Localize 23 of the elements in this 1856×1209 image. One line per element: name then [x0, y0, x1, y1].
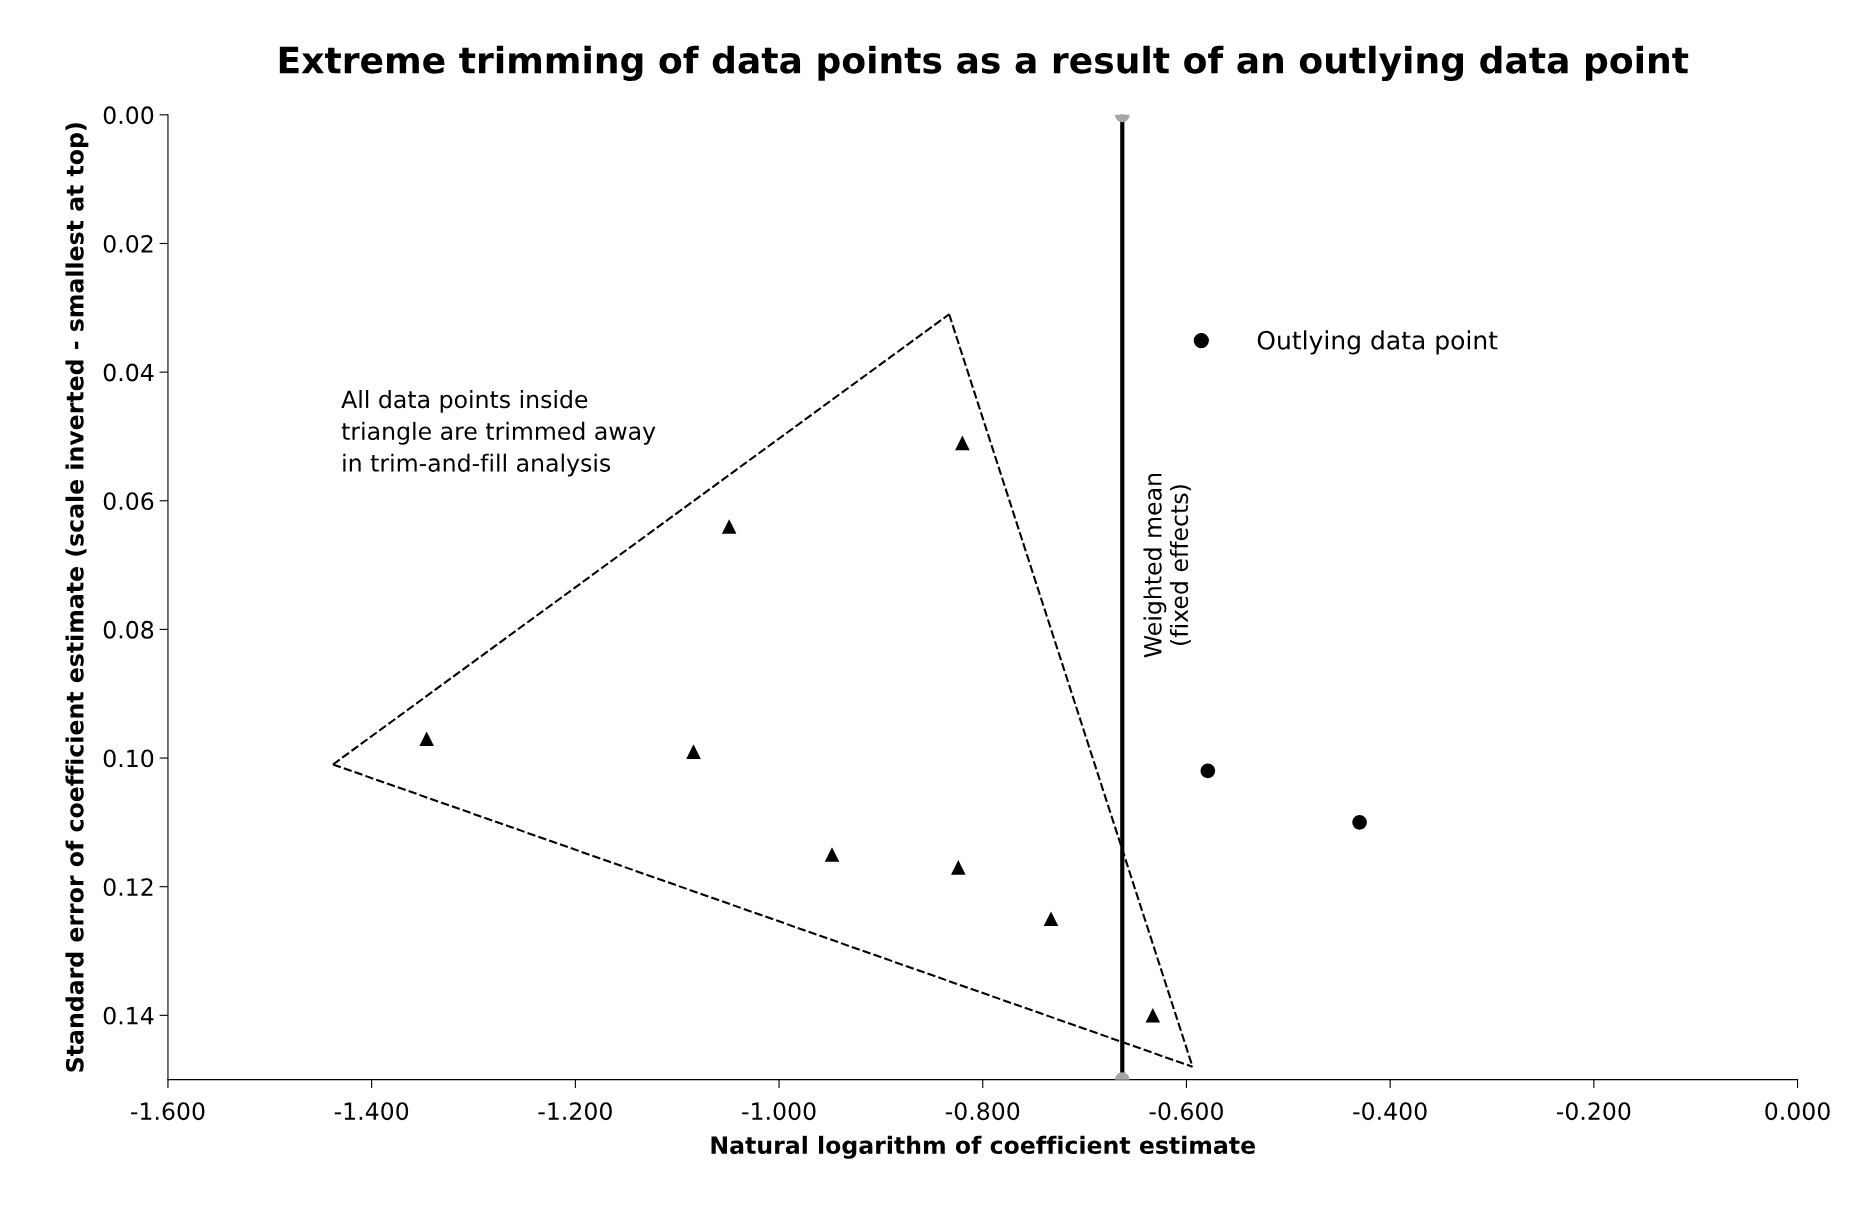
x-tick-label: -1.200 [538, 1102, 612, 1121]
x-tick-label: -1.000 [742, 1102, 816, 1121]
y-tick-label: 0.06 [103, 492, 154, 511]
y-tick-label: 0.12 [103, 878, 153, 896]
x-tick-label: -0.600 [1149, 1102, 1223, 1121]
y-tick-label: 0.04 [103, 363, 154, 382]
x-tick-label: -0.400 [1353, 1102, 1427, 1121]
x-axis-title: Natural logarithm of coefficient estimate [711, 1135, 1255, 1159]
y-axis-title: Standard error of coefficient estimate (scale inverted - smallest at top) [65, 123, 89, 1072]
x-tick-label: 0.000 [1765, 1102, 1830, 1121]
chart-title: Extreme trimming of data points as a result of an outlying data point [279, 45, 1689, 81]
ref-line-label: Weighted mean (fixed effects) [1143, 473, 1191, 658]
y-tick-label: 0.08 [103, 620, 154, 639]
y-tick-label: 0.14 [103, 1006, 154, 1025]
x-tick-label: -0.200 [1556, 1102, 1631, 1121]
y-tick-label: 0.00 [103, 106, 154, 125]
legend-label: Outlying data point [1257, 330, 1498, 355]
annotation: All data points inside triangle are trimmed away in trim-and-fill analysis [341, 389, 656, 477]
y-tick-label: 0.10 [103, 749, 154, 768]
y-tick-label: 0.02 [103, 234, 153, 253]
x-tick-label: -1.600 [131, 1102, 205, 1121]
x-tick-label: -0.800 [945, 1102, 1020, 1121]
x-tick-label: -1.400 [334, 1102, 409, 1121]
